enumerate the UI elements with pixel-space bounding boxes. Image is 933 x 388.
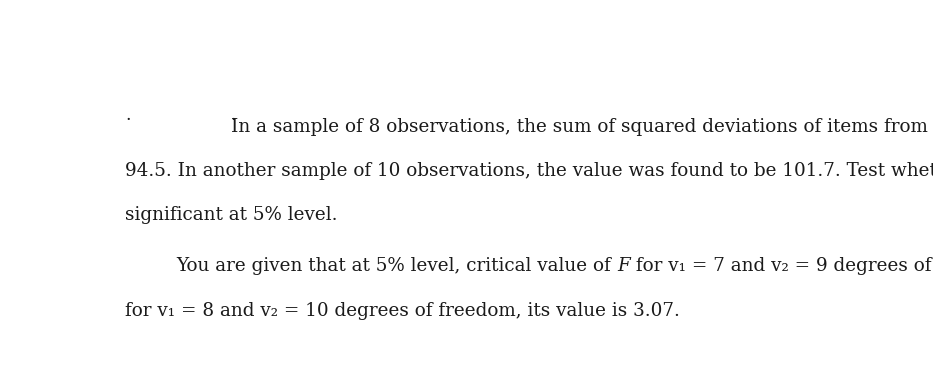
Text: 94.5. In another sample of 10 observations, the value was found to be 101.7. Tes: 94.5. In another sample of 10 observatio… [125,161,933,180]
Text: ·: · [230,112,236,129]
Text: significant at 5% level.: significant at 5% level. [125,206,338,224]
Text: ·: · [125,112,131,129]
Text: F: F [618,257,630,275]
Text: for v₁ = 7 and v₂ = 9 degrees of freedom is 3.29 and: for v₁ = 7 and v₂ = 9 degrees of freedom… [630,257,933,275]
Text: You are given that at 5% level, critical value of: You are given that at 5% level, critical… [176,257,618,275]
Text: for v₁ = 8 and v₂ = 10 degrees of freedom, its value is 3.07.: for v₁ = 8 and v₂ = 10 degrees of freedo… [125,302,680,320]
Text: In a sample of 8 observations, the sum of squared deviations of items from the m: In a sample of 8 observations, the sum o… [230,118,933,136]
